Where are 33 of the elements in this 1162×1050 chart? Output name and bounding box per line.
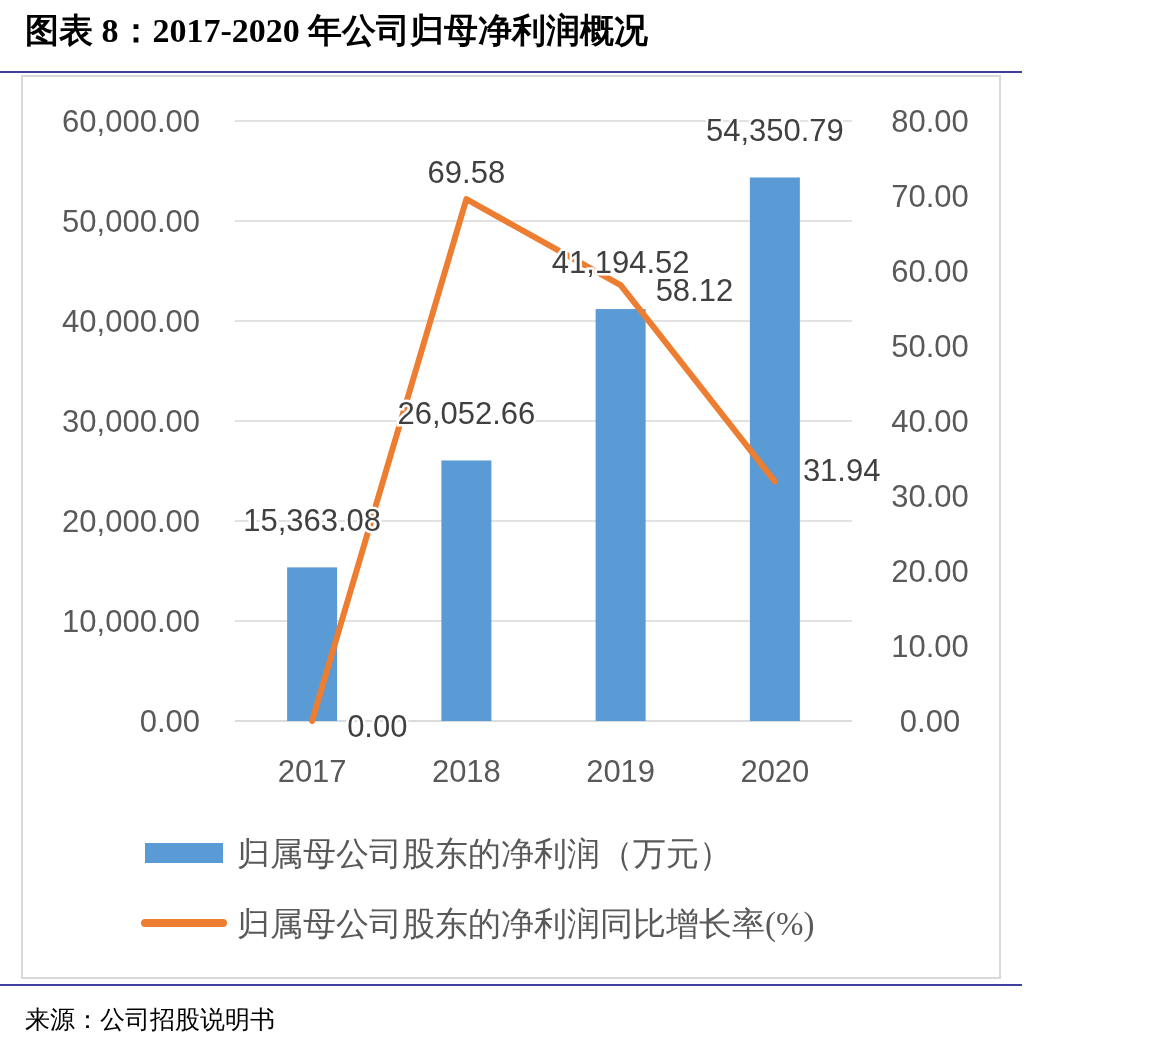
chart-title: 图表 8：2017-2020 年公司归母净利润概况 — [25, 12, 650, 49]
y2-tick-label: 70.00 — [891, 179, 969, 214]
y2-tick-label: 30.00 — [891, 479, 969, 514]
y2-tick-label: 20.00 — [891, 554, 969, 589]
y2-tick-label: 0.00 — [899, 704, 961, 739]
y2-tick-label: 80.00 — [891, 104, 969, 139]
y-tick-label: 20,000.00 — [62, 504, 200, 539]
data-label: 69.58 — [427, 155, 506, 191]
bar — [441, 460, 492, 721]
y-tick-label: 0.00 — [139, 704, 200, 739]
y2-tick-label: 60.00 — [891, 254, 969, 289]
x-tick-label: 2017 — [277, 754, 347, 789]
y-tick-label: 60,000.00 — [62, 104, 200, 139]
y-tick-label: 30,000.00 — [62, 404, 200, 439]
bar — [749, 177, 800, 721]
data-label: 0.00 — [347, 709, 408, 744]
x-tick-label: 2020 — [740, 754, 810, 789]
legend-label: 归属母公司股东的净利润（万元） — [237, 836, 732, 872]
legend-label: 归属母公司股东的净利润同比增长率(%) — [237, 906, 815, 943]
y2-tick-label: 10.00 — [891, 629, 969, 664]
data-label: 31.94 — [802, 453, 881, 489]
data-label: 54,350.79 — [705, 113, 844, 149]
y-tick-label: 40,000.00 — [62, 304, 200, 339]
x-tick-label: 2019 — [586, 754, 656, 789]
data-label: 58.12 — [655, 273, 734, 309]
bar — [595, 309, 646, 721]
x-tick-label: 2018 — [431, 754, 501, 789]
y2-tick-label: 40.00 — [891, 404, 969, 439]
y2-tick-label: 50.00 — [891, 329, 969, 364]
source-note: 来源：公司招股说明书 — [25, 1006, 275, 1033]
y-tick-label: 10,000.00 — [62, 604, 200, 639]
bar — [287, 567, 338, 721]
y-tick-label: 50,000.00 — [62, 204, 200, 239]
